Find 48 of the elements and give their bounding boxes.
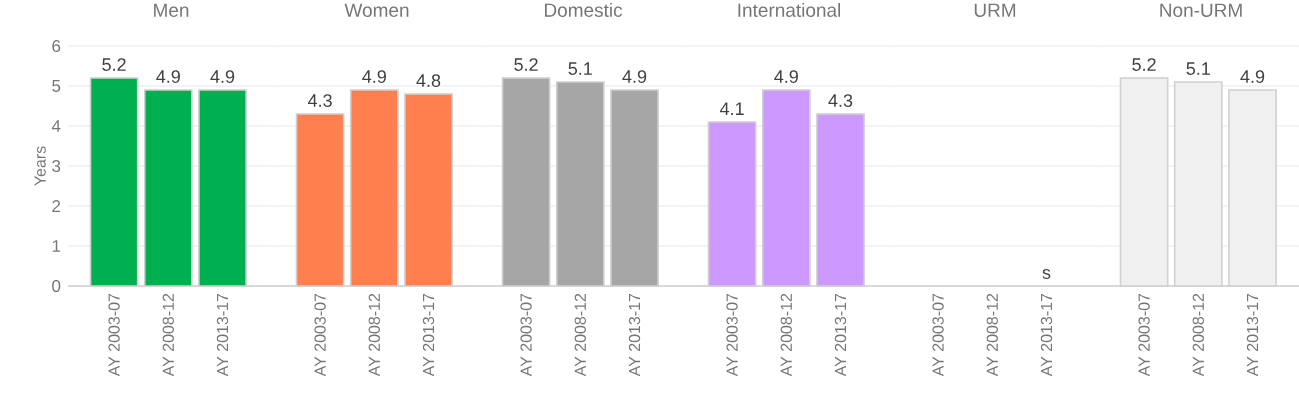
chart-title: Non-URM: [1160, 3, 1242, 17]
x-tick-label: AY 2008-12: [780, 293, 792, 377]
data-label: 5.1: [1186, 62, 1210, 75]
y-tick-label: 5: [52, 80, 61, 92]
data-label: 4.9: [1240, 70, 1265, 83]
x-tick-label: AY 2003-07: [932, 293, 944, 377]
data-label: 4.9: [774, 70, 798, 83]
x-tick-label: AY 2008-12: [162, 293, 174, 377]
y-axis-title: Years: [34, 146, 46, 186]
x-tick-label: AY 2003-07: [520, 293, 532, 377]
chart-title: Men: [154, 3, 189, 17]
y-tick-label: 1: [52, 240, 61, 252]
x-tick-label: AY 2003-07: [726, 293, 738, 377]
data-label: 4.9: [156, 70, 180, 83]
x-tick-label: AY 2013-17: [1246, 293, 1259, 377]
x-tick-label: AY 2003-07: [1138, 293, 1150, 377]
text: s: [1042, 269, 1051, 279]
data-label: 4.3: [828, 94, 853, 107]
data-label: 4.9: [362, 70, 386, 83]
y-tick-label: 6: [52, 40, 61, 53]
x-tick-label: AY 2008-12: [574, 293, 586, 377]
data-label: 5.2: [514, 58, 538, 71]
x-tick-label: AY 2003-07: [108, 293, 120, 377]
data-label: 4.9: [210, 70, 235, 83]
x-tick-label: AY 2013-17: [628, 293, 641, 377]
y-tick-label: 3: [52, 160, 61, 173]
data-label: 5.2: [102, 58, 126, 71]
x-tick-label: AY 2013-17: [834, 293, 847, 377]
x-tick-label: AY 2013-17: [422, 293, 435, 377]
x-tick-label: AY 2013-17: [216, 293, 229, 377]
data-label: 5.2: [1132, 58, 1156, 71]
x-tick-label: AY 2008-12: [986, 293, 998, 377]
chart-title: International: [738, 2, 841, 17]
data-label: 4.8: [416, 74, 441, 87]
data-label: 4.9: [622, 70, 647, 83]
data-label: 5.1: [568, 62, 592, 75]
y-tick-label: 2: [52, 200, 61, 212]
chart-title: URM: [974, 3, 1016, 17]
x-tick-label: AY 2008-12: [1192, 293, 1204, 377]
x-tick-label: AY 2003-07: [314, 293, 326, 377]
y-tick-label: 0: [52, 280, 61, 293]
x-tick-label: AY 2013-17: [1040, 293, 1053, 377]
data-label: 4.1: [719, 102, 744, 115]
x-tick-label: AY 2008-12: [368, 293, 380, 377]
y-tick-label: 4: [51, 120, 61, 132]
chart-title: Domestic: [544, 2, 623, 17]
chart-title: Women: [344, 3, 409, 17]
data-label: 4.3: [307, 94, 332, 107]
